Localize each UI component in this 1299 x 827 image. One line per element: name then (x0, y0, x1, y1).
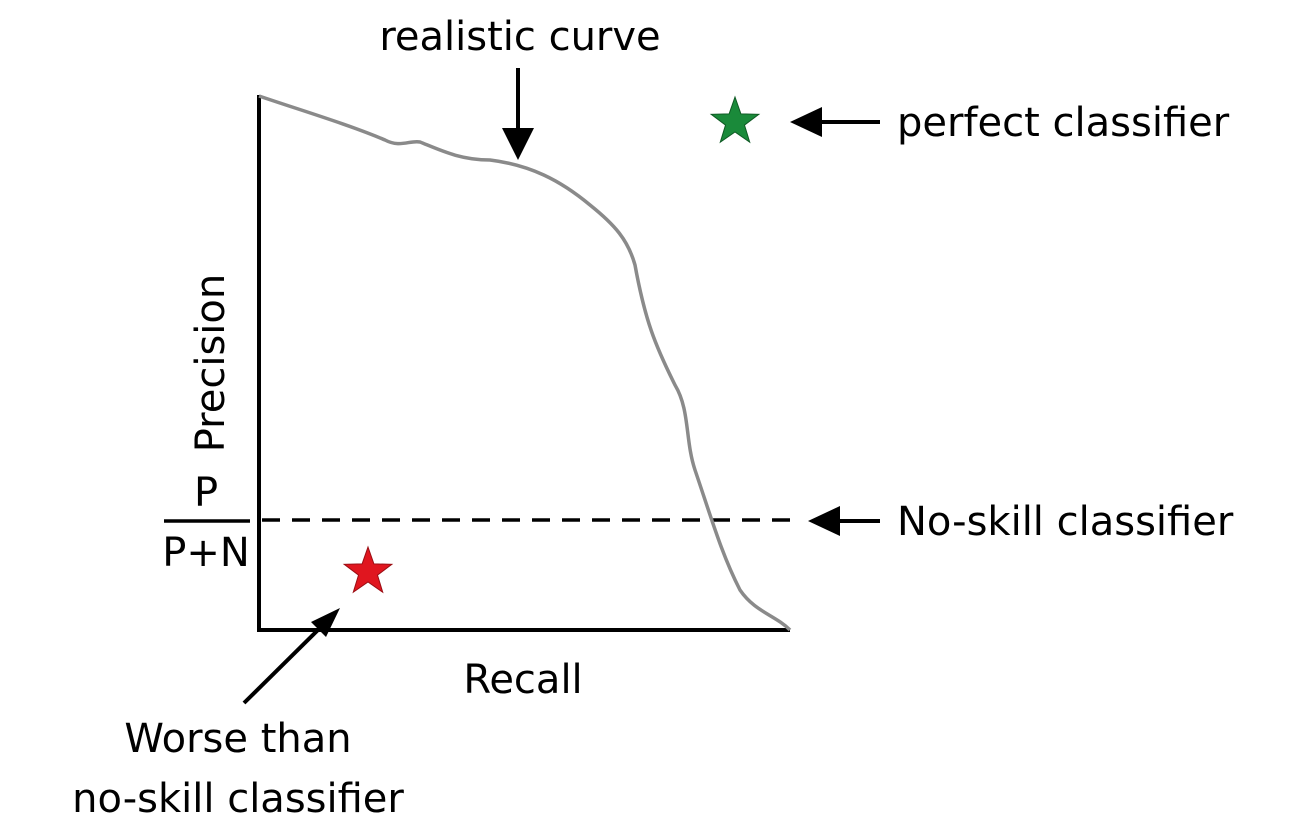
y-axis-label: Precision (188, 274, 234, 452)
realistic-curve-line (258, 94, 792, 632)
perfect-classifier-star-icon (709, 95, 761, 144)
realistic-curve-arrow (502, 68, 534, 160)
baseline-fraction: P P+N (162, 470, 250, 576)
no-skill-classifier-label: No-skill classifier (897, 499, 1234, 545)
perfect-classifier-label: perfect classifier (897, 100, 1230, 146)
worse-classifier-arrow (242, 608, 340, 705)
x-axis-label: Recall (463, 657, 582, 703)
perfect-classifier-arrow (790, 107, 880, 137)
worse-classifier-star-icon (342, 545, 394, 594)
no-skill-classifier-arrow (808, 506, 880, 536)
worse-classifier-label-line1: Worse than (124, 716, 351, 762)
fraction-numerator: P (194, 470, 218, 516)
realistic-curve-label: realistic curve (379, 14, 660, 60)
fraction-denominator: P+N (162, 530, 250, 576)
worse-classifier-label-line2: no-skill classifier (72, 776, 404, 822)
